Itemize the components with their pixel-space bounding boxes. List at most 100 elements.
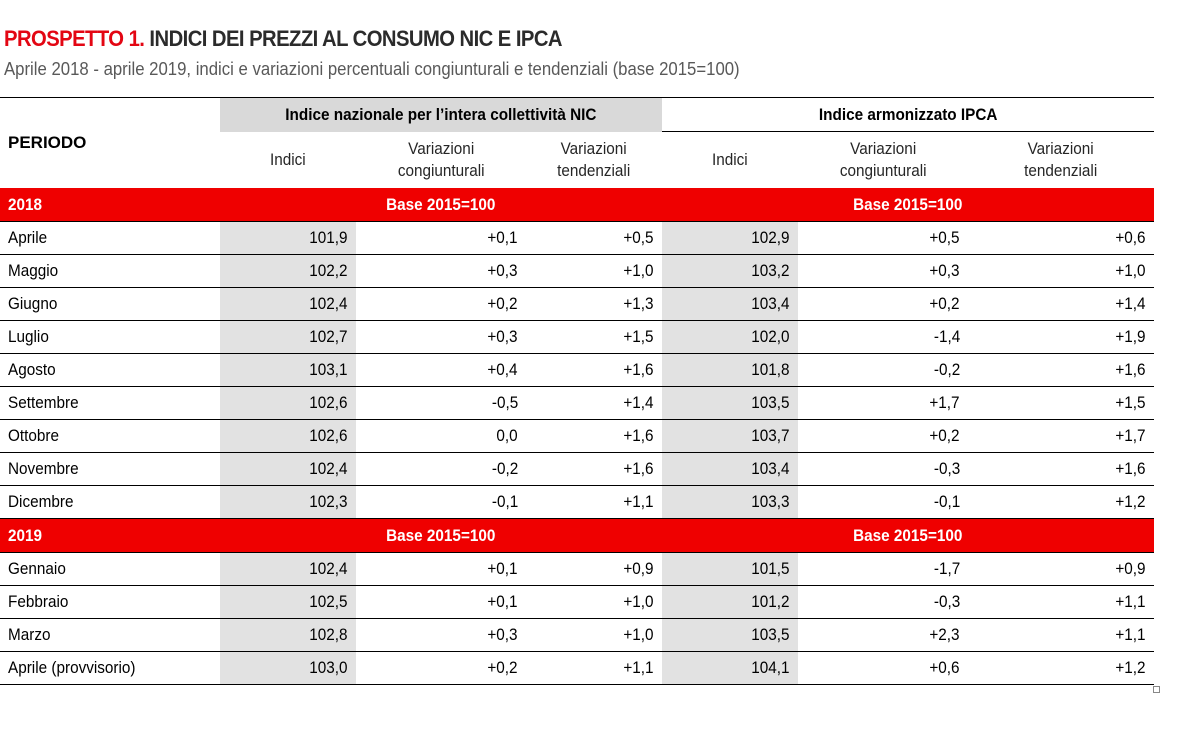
nic-tend-cell: +1,1 [526, 651, 663, 685]
table-row: Maggio 102,2 +0,3 +1,0 103,2 +0,3 +1,0 [0, 254, 1155, 288]
periodo-header: PERIODO [0, 97, 220, 188]
nic-cong-cell: +0,1 [356, 221, 526, 255]
price-index-table: PERIODO Indice nazionale per l’intera co… [0, 97, 1155, 685]
ipca-tend-cell: +0,6 [968, 221, 1155, 255]
table-row: Gennaio 102,4 +0,1 +0,9 101,5 -1,7 +0,9 [0, 552, 1155, 586]
ipca-index-cell: 103,5 [662, 386, 799, 420]
ipca-base-label: Base 2015=100 [662, 188, 1155, 222]
ipca-tend-cell: +1,1 [968, 585, 1155, 619]
nic-tend-header: Variazioni tendenziali [557, 138, 631, 180]
periodo-cell: Febbraio [0, 585, 220, 619]
nic-index-cell: 102,3 [220, 485, 356, 519]
nic-cong-cell: +0,4 [356, 353, 526, 387]
nic-index-cell: 102,6 [220, 419, 356, 453]
nic-cong-cell: +0,1 [356, 585, 526, 619]
table-row: Agosto 103,1 +0,4 +1,6 101,8 -0,2 +1,6 [0, 353, 1155, 387]
nic-index-cell: 103,1 [220, 353, 356, 387]
ipca-cong-cell: +0,5 [798, 221, 969, 255]
ipca-tend-cell: +1,5 [968, 386, 1155, 420]
ipca-cong-cell: -0,3 [798, 585, 969, 619]
ipca-tend-cell: +1,2 [968, 651, 1155, 685]
periodo-cell: Dicembre [0, 485, 220, 519]
year-label: 2018 [0, 188, 220, 222]
nic-index-cell: 102,4 [220, 287, 356, 321]
periodo-cell: Novembre [0, 452, 220, 486]
nic-cong-cell: 0,0 [356, 419, 526, 453]
nic-index-cell: 103,0 [220, 651, 356, 685]
ipca-tend-cell: +1,4 [968, 287, 1155, 321]
nic-tend-cell: +1,0 [526, 254, 663, 288]
table-row: Ottobre 102,6 0,0 +1,6 103,7 +0,2 +1,7 [0, 419, 1155, 453]
periodo-cell: Giugno [0, 287, 220, 321]
nic-tend-cell: +1,1 [526, 485, 663, 519]
nic-index-cell: 102,2 [220, 254, 356, 288]
ipca-tend-header: Variazioni tendenziali [1024, 139, 1098, 180]
periodo-cell: Aprile [0, 221, 220, 255]
ipca-index-cell: 102,0 [662, 320, 799, 354]
year-row: 2018 Base 2015=100 Base 2015=100 [0, 188, 1155, 222]
ipca-tend-cell: +1,2 [968, 485, 1155, 519]
nic-indici-header: Indici [270, 149, 306, 169]
title-prefix: PROSPETTO 1. [4, 26, 145, 51]
nic-cong-cell: +0,2 [356, 287, 526, 321]
periodo-cell: Aprile (provvisorio) [0, 651, 220, 685]
ipca-index-cell: 101,8 [662, 353, 799, 387]
table-row: Febbraio 102,5 +0,1 +1,0 101,2 -0,3 +1,1 [0, 585, 1155, 619]
resize-handle[interactable] [1153, 686, 1160, 693]
nic-index-cell: 102,4 [220, 552, 356, 586]
nic-tend-cell: +1,3 [526, 287, 663, 321]
ipca-tend-cell: +1,9 [968, 320, 1155, 354]
ipca-cong-cell: +0,6 [798, 651, 969, 685]
nic-tend-cell: +1,6 [526, 353, 663, 387]
nic-tend-cell: +1,5 [526, 320, 663, 354]
table-row: Settembre 102,6 -0,5 +1,4 103,5 +1,7 +1,5 [0, 386, 1155, 420]
ipca-index-cell: 103,3 [662, 485, 799, 519]
ipca-cong-cell: -1,4 [798, 320, 969, 354]
ipca-tend-cell: +0,9 [968, 552, 1155, 586]
ipca-cong-cell: -0,2 [798, 353, 969, 387]
table-row: Aprile (provvisorio) 103,0 +0,2 +1,1 104,1 +0… [0, 651, 1155, 685]
ipca-tend-cell: +1,6 [968, 452, 1155, 486]
ipca-index-cell: 101,2 [662, 585, 799, 619]
table-row: Aprile 101,9 +0,1 +0,5 102,9 +0,5 +0,6 [0, 221, 1155, 255]
ipca-cong-cell: +0,3 [798, 254, 969, 288]
ipca-index-cell: 101,5 [662, 552, 799, 586]
ipca-cong-cell: -1,7 [798, 552, 969, 586]
ipca-tend-cell: +1,0 [968, 254, 1155, 288]
periodo-cell: Luglio [0, 320, 220, 354]
periodo-cell: Settembre [0, 386, 220, 420]
nic-cong-cell: -0,1 [356, 485, 526, 519]
nic-tend-cell: +1,4 [526, 386, 663, 420]
nic-base-label: Base 2015=100 [220, 518, 663, 553]
ipca-index-cell: 103,4 [662, 287, 799, 321]
ipca-tend-cell: +1,6 [968, 353, 1155, 387]
ipca-tend-cell: +1,7 [968, 419, 1155, 453]
periodo-cell: Ottobre [0, 419, 220, 453]
nic-cong-cell: +0,1 [356, 552, 526, 586]
nic-tend-cell: +1,6 [526, 419, 663, 453]
nic-cong-cell: +0,3 [356, 618, 526, 652]
nic-index-cell: 102,4 [220, 452, 356, 486]
table-row: Marzo 102,8 +0,3 +1,0 103,5 +2,3 +1,1 [0, 618, 1155, 652]
periodo-cell: Marzo [0, 618, 220, 652]
ipca-cong-cell: +1,7 [798, 386, 969, 420]
table-row: Luglio 102,7 +0,3 +1,5 102,0 -1,4 +1,9 [0, 320, 1155, 354]
nic-tend-cell: +0,5 [526, 221, 663, 255]
periodo-cell: Maggio [0, 254, 220, 288]
nic-group-header: Indice nazionale per l’intera collettivi… [220, 97, 663, 132]
nic-cong-cell: -0,5 [356, 386, 526, 420]
nic-cong-cell: +0,3 [356, 320, 526, 354]
periodo-cell: Gennaio [0, 552, 220, 586]
ipca-index-cell: 102,9 [662, 221, 799, 255]
nic-tend-cell: +1,6 [526, 452, 663, 486]
ipca-index-cell: 104,1 [662, 651, 799, 685]
nic-tend-cell: +1,0 [526, 618, 663, 652]
ipca-tend-cell: +1,1 [968, 618, 1155, 652]
nic-index-cell: 102,8 [220, 618, 356, 652]
ipca-index-cell: 103,4 [662, 452, 799, 486]
nic-tend-cell: +1,0 [526, 585, 663, 619]
nic-base-label: Base 2015=100 [220, 188, 663, 222]
ipca-cong-cell: +0,2 [798, 419, 969, 453]
nic-tend-cell: +0,9 [526, 552, 663, 586]
ipca-index-cell: 103,2 [662, 254, 799, 288]
